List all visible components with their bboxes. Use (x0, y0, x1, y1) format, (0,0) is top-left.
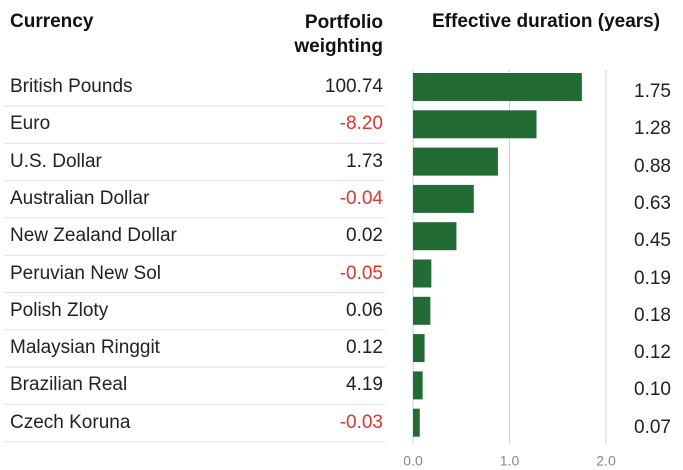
bar (413, 371, 423, 400)
currency-name: Polish Zloty (10, 299, 109, 321)
weighting: 4.19 (346, 374, 383, 396)
bar (413, 110, 537, 139)
weighting: 100.74 (324, 76, 383, 97)
currency-name: Peruvian New Sol (10, 262, 162, 284)
value-label: 1.75 (634, 81, 671, 102)
weighting: -0.03 (339, 411, 383, 433)
currency-name: British Pounds (10, 76, 133, 97)
value-label: 0.10 (634, 379, 671, 401)
weighting: 0.02 (346, 225, 383, 247)
currency-name: U.S. Dollar (10, 150, 102, 172)
column-header: Portfolio weighting (294, 12, 383, 57)
bar (413, 296, 431, 325)
weighting: -8.20 (339, 113, 383, 135)
currency-name: Australian Dollar (10, 187, 150, 209)
bar (413, 147, 498, 176)
weighting: 0.12 (346, 337, 383, 359)
currency-name: Euro (10, 113, 51, 135)
value-label: 0.19 (634, 267, 671, 289)
x-tick-label: 1.0 (500, 453, 520, 469)
bar (413, 408, 420, 437)
value-label: 0.45 (634, 230, 671, 252)
value-label: 0.88 (634, 155, 671, 177)
x-tick-label: 0.0 (403, 453, 423, 469)
bar (413, 259, 432, 288)
currency-name: Czech Koruna (10, 411, 131, 433)
bar (413, 184, 474, 213)
column-header: Effective duration (years) (432, 11, 661, 32)
bar (413, 222, 457, 251)
bar (413, 334, 425, 363)
weighting: -0.04 (339, 187, 383, 209)
weighting: 0.06 (346, 299, 383, 321)
column-header: Currency (10, 11, 94, 32)
bar (413, 73, 582, 101)
currency-name: New Zealand Dollar (10, 225, 177, 247)
weighting: 1.73 (346, 150, 383, 172)
currency-name: Brazilian Real (10, 374, 128, 396)
value-label: 0.18 (634, 304, 671, 326)
value-label: 0.07 (634, 416, 671, 438)
weighting: -0.05 (339, 262, 383, 284)
currency-name: Malaysian Ringgit (10, 337, 160, 359)
value-label: 1.28 (634, 118, 671, 140)
x-tick-label: 2.0 (596, 453, 616, 469)
value-label: 0.12 (634, 342, 671, 364)
value-label: 0.63 (634, 192, 671, 214)
